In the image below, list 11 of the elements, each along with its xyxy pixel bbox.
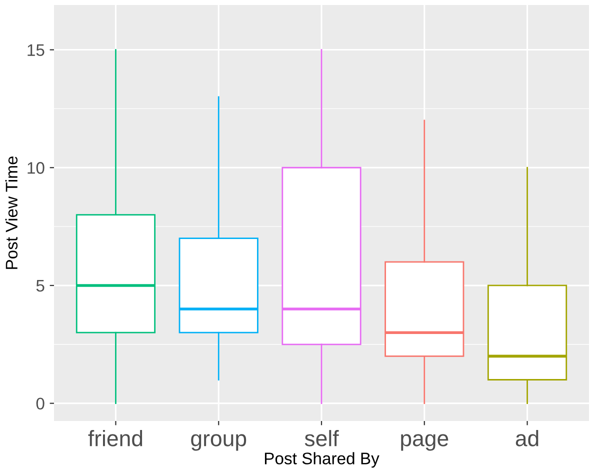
y-tick-label: 0: [36, 398, 44, 410]
y-tick-label: 15: [28, 44, 44, 56]
x-tick-label: self: [304, 430, 339, 446]
x-tick-label: group: [191, 434, 246, 451]
x-tick-label: ad: [516, 430, 538, 446]
x-tick-label: page: [401, 434, 448, 451]
y-tick-label: 10: [28, 162, 44, 174]
y-tick-label: 5: [36, 280, 44, 292]
x-axis-title: Post Shared By: [264, 452, 380, 468]
y-axis-title: Post View Time: [5, 156, 18, 269]
x-tick-label: friend: [88, 430, 142, 446]
